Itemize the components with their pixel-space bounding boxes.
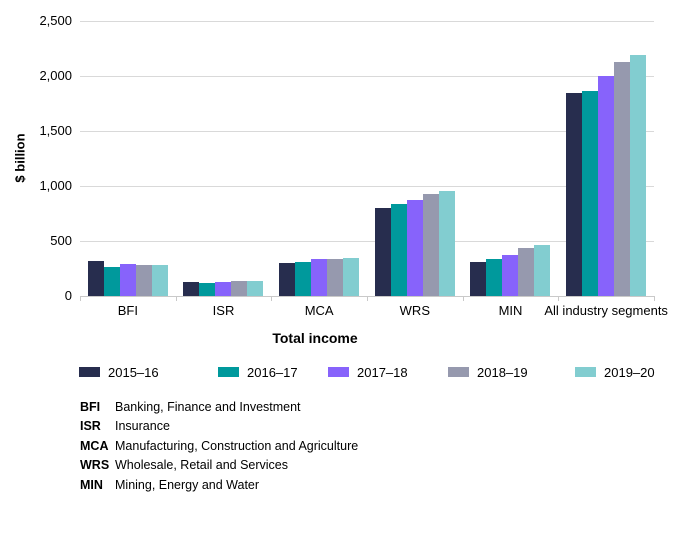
x-axis-category-label: MIN	[498, 303, 523, 318]
legend-swatch	[79, 367, 100, 377]
bar	[119, 263, 136, 296]
bar	[582, 91, 599, 296]
x-axis-tick	[654, 296, 655, 301]
x-axis-category-label: ISR	[212, 303, 235, 318]
footnote-text: Manufacturing, Construction and Agricult…	[115, 438, 359, 453]
bar	[247, 281, 264, 296]
bar-group	[367, 190, 463, 296]
bar	[343, 257, 360, 296]
legend-label: 2016–17	[247, 364, 298, 380]
legend-item: 2019–20	[575, 364, 655, 380]
bar	[422, 193, 439, 296]
gridline	[80, 186, 654, 187]
y-axis-tick-label: 1,000	[39, 178, 72, 193]
footnote-abbr: ISR	[80, 419, 101, 434]
bar	[598, 76, 615, 296]
x-axis-category-label: MCA	[304, 303, 334, 318]
bar	[438, 190, 455, 296]
bar	[199, 283, 216, 296]
footnote-abbr: MIN	[80, 477, 103, 492]
footnote-text: Mining, Energy and Water	[115, 477, 260, 492]
footnote-row: BFI Banking, Finance and Investment	[80, 399, 301, 415]
bar	[327, 259, 344, 296]
x-axis-tick	[80, 296, 81, 301]
x-axis-tick	[175, 296, 177, 301]
y-axis-title: $ billion	[12, 133, 28, 183]
bar	[502, 255, 519, 296]
footnote-text: Wholesale, Retail and Services	[115, 458, 288, 473]
bar	[518, 247, 535, 296]
bar	[486, 259, 503, 296]
bar-group	[80, 261, 176, 296]
footnote-abbr: BFI	[80, 400, 101, 414]
legend-swatch	[328, 367, 349, 377]
bar	[151, 264, 168, 296]
bar-group	[558, 55, 654, 296]
x-axis-category-label: All industry segments	[544, 303, 668, 318]
gridline	[80, 21, 654, 22]
bar-group	[463, 244, 559, 296]
legend-item: 2016–17	[218, 364, 298, 380]
bar	[215, 282, 232, 296]
legend-swatch	[448, 367, 469, 377]
bar	[135, 264, 152, 296]
y-axis-tick-label: 2,000	[39, 68, 72, 83]
x-axis-category-label: BFI	[117, 303, 138, 318]
footnote-row: MIN Mining, Energy and Water	[80, 477, 259, 493]
bar	[103, 266, 120, 296]
plot-area	[80, 21, 655, 301]
bar	[630, 55, 647, 296]
bar	[295, 262, 312, 296]
x-axis-category-label: WRS	[399, 303, 430, 318]
legend-item: 2018–19	[448, 364, 528, 380]
legend-item: 2015–16	[79, 364, 159, 380]
legend-label: 2018–19	[477, 364, 528, 380]
bar	[614, 61, 631, 296]
bar	[87, 261, 104, 296]
bar	[231, 280, 248, 296]
legend-label: 2015–16	[108, 364, 159, 380]
x-axis-tick	[271, 296, 273, 301]
footnote-text: Insurance	[115, 419, 170, 434]
bar	[566, 93, 583, 296]
y-axis-tick-label: 500	[50, 233, 72, 248]
legend-label: 2017–18	[357, 364, 408, 380]
footnote-abbr: MCA	[80, 438, 109, 453]
bar-group	[176, 280, 272, 296]
bar	[183, 282, 200, 296]
y-axis-tick-label: 1,500	[39, 123, 72, 138]
y-axis-tick-label: 2,500	[39, 13, 72, 28]
bar	[406, 199, 423, 296]
x-axis-tick	[558, 296, 560, 301]
footnote-row: MCA Manufacturing, Construction and Agric…	[80, 438, 358, 454]
bar	[470, 261, 487, 296]
footnote-abbr: WRS	[80, 458, 110, 473]
gridline	[80, 76, 654, 77]
bar	[374, 208, 391, 296]
x-axis-title: Total income	[272, 330, 358, 346]
legend-item: 2017–18	[328, 364, 408, 380]
footnote-row: WRS Wholesale, Retail and Services	[80, 457, 288, 473]
bar	[534, 244, 551, 296]
footnote-row: ISR Insurance	[80, 418, 170, 434]
gridline	[80, 241, 654, 242]
x-axis-tick	[462, 296, 464, 301]
footnote-text: Banking, Finance and Investment	[115, 400, 301, 414]
bar	[390, 203, 407, 296]
y-axis-tick-label: 0	[64, 288, 72, 303]
x-axis-tick	[367, 296, 368, 301]
legend-label: 2019–20	[604, 364, 655, 380]
legend-swatch	[575, 367, 596, 377]
legend-swatch	[218, 367, 239, 377]
bar-group	[271, 257, 367, 296]
gridline	[80, 131, 654, 132]
bar	[311, 259, 328, 296]
bar	[279, 263, 296, 296]
